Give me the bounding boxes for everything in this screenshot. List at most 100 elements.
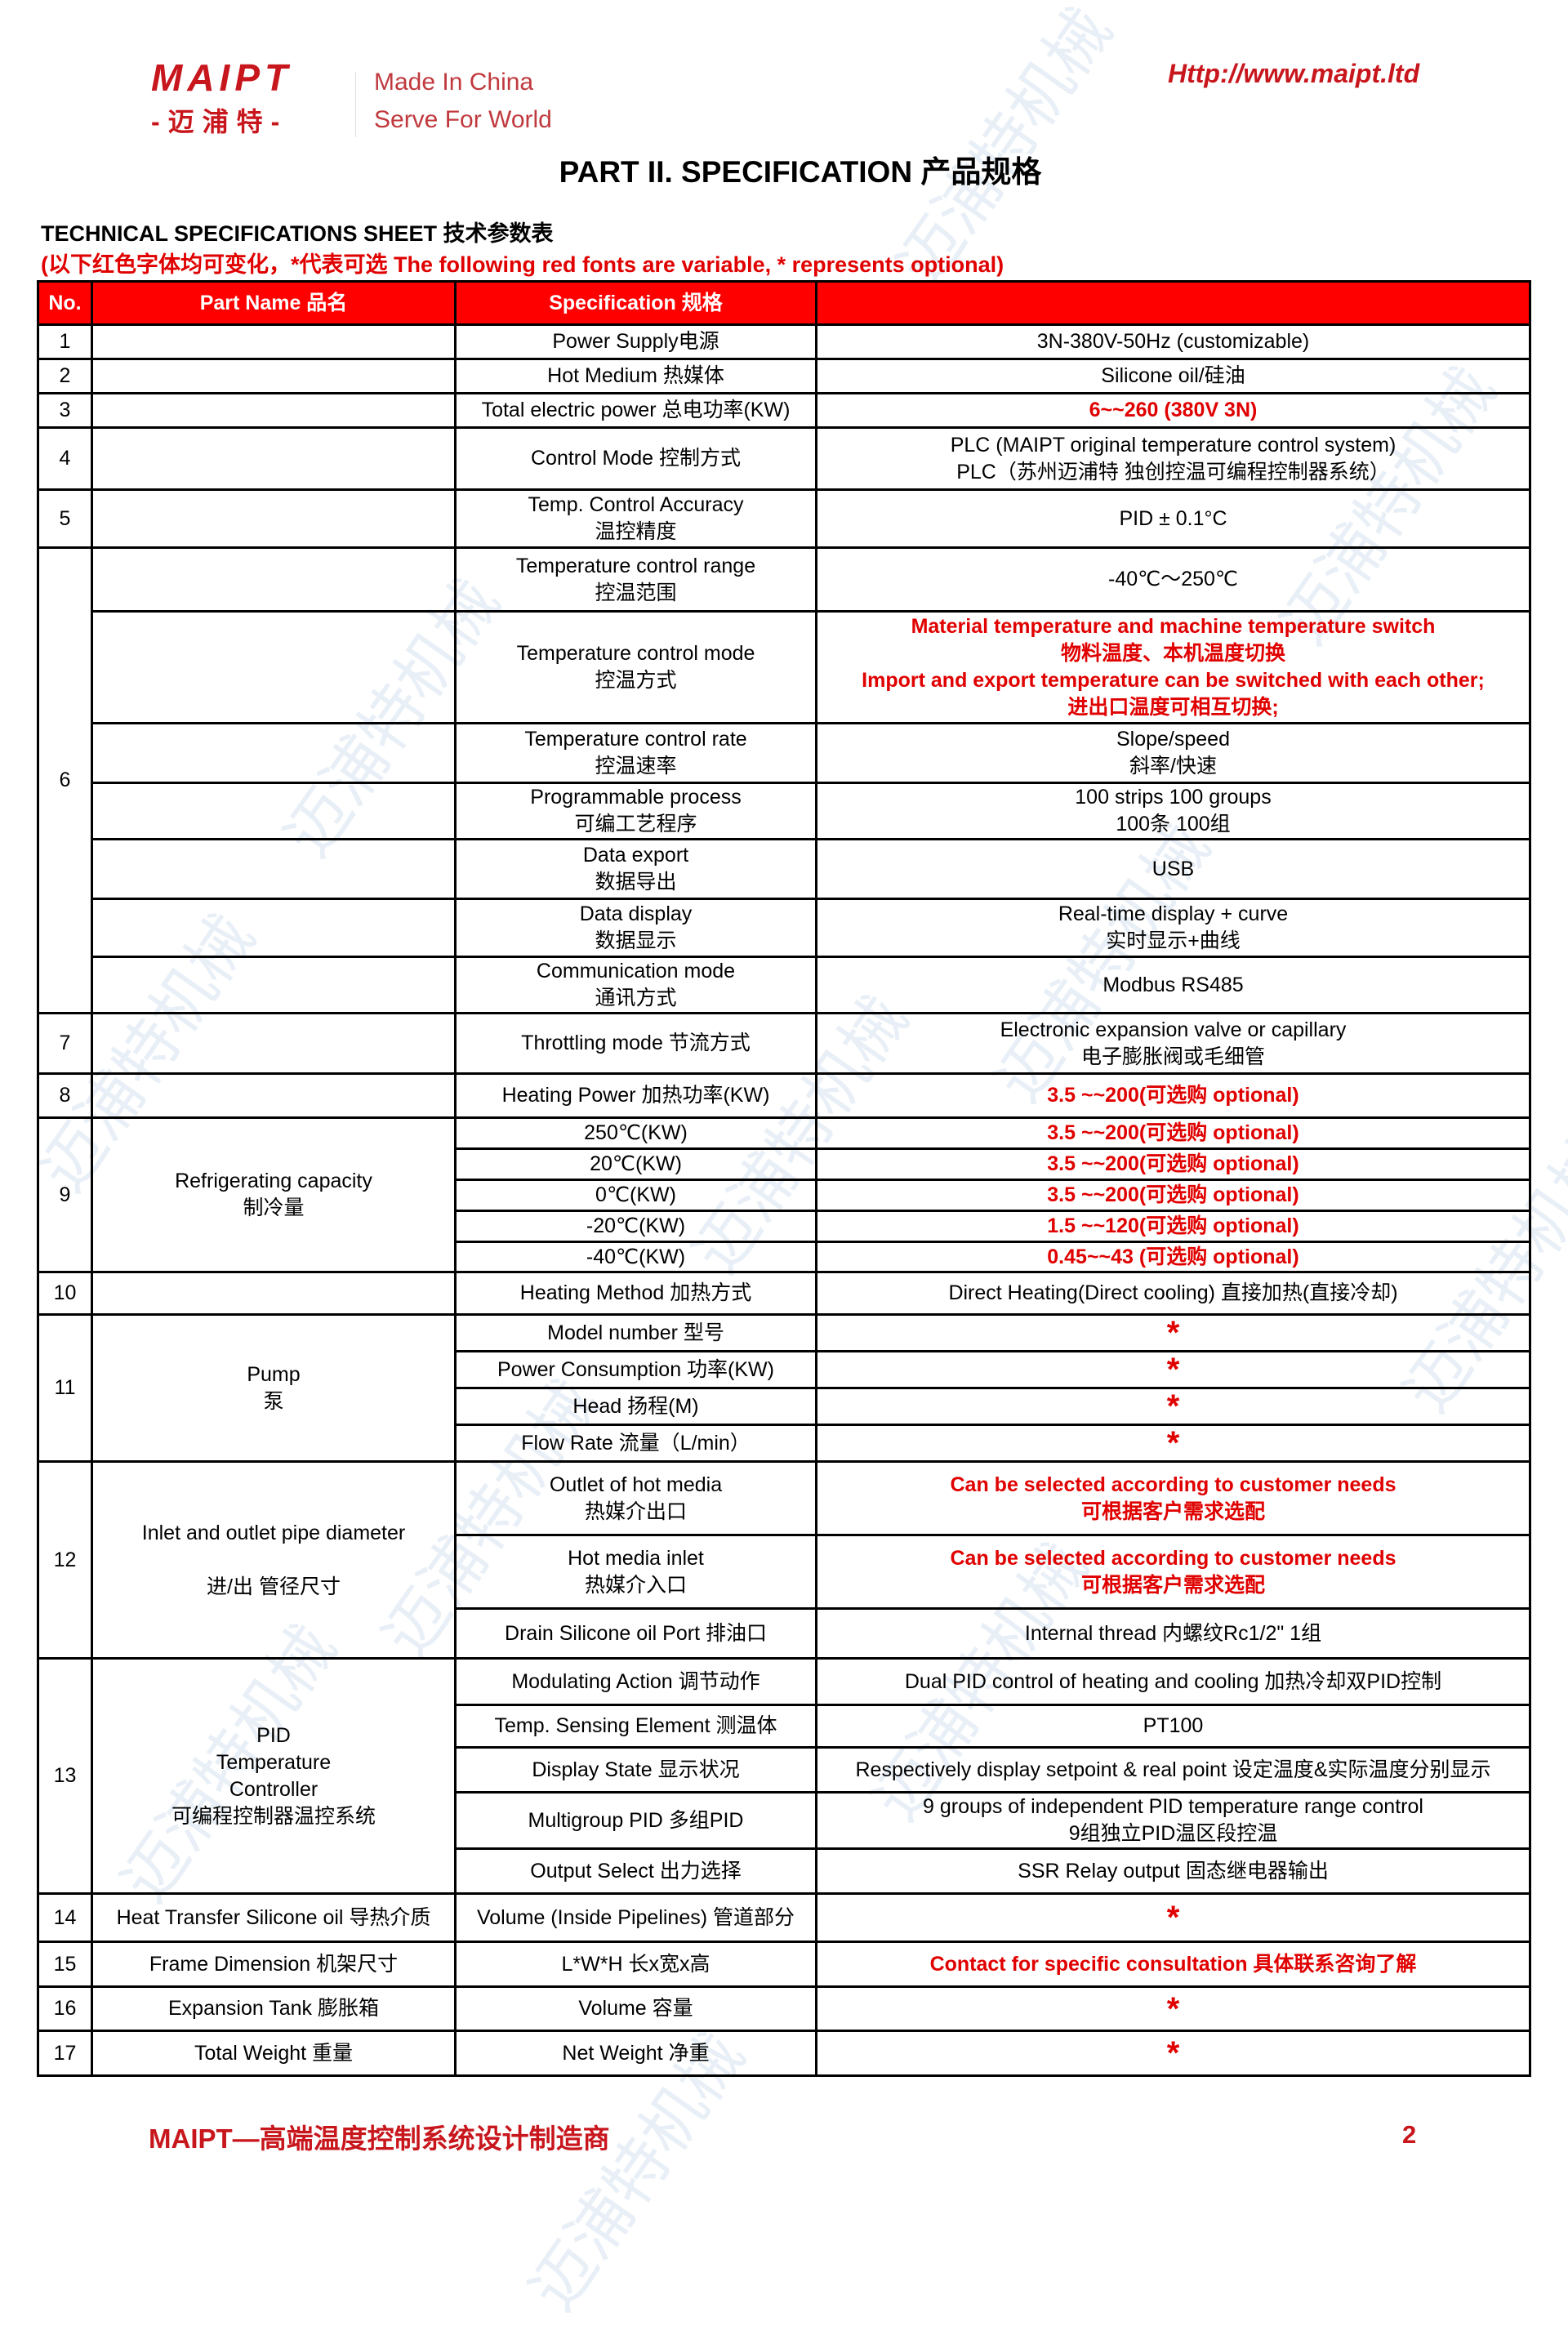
- part-name: Total Weight 重量: [91, 2030, 457, 2077]
- spec-value: Material temperature and machine tempera…: [815, 610, 1531, 724]
- spec-name: Programmable process 可编工艺程序: [454, 782, 817, 840]
- optional-marker: *: [815, 1387, 1531, 1426]
- spec-name: Model number 型号: [454, 1313, 817, 1352]
- optional-marker: *: [815, 2030, 1531, 2077]
- table-row: -20℃(KW) 1.5 ~~120(可选购 optional): [38, 1210, 1531, 1243]
- optional-marker: *: [815, 1313, 1531, 1352]
- spec-name: Display State 显示状况: [454, 1746, 817, 1794]
- website-link[interactable]: Http://www.maipt.ltd: [1168, 59, 1420, 88]
- row-number: 12: [37, 1460, 93, 1660]
- spec-value: USB: [815, 838, 1531, 900]
- spec-value: Contact for specific consultation 具体联系咨询…: [815, 1941, 1531, 1988]
- table-row: Temperature control mode 控温方式 Material te…: [38, 610, 1531, 724]
- spec-value: Can be selected according to customer ne…: [815, 1534, 1531, 1610]
- table-header-row: No. Part Name 品名 Specification 规格: [37, 280, 1531, 326]
- slogan-line-1: Made In China: [374, 69, 534, 96]
- table-row: Multigroup PID 多组PID 9 groups of independ…: [38, 1791, 1531, 1850]
- table-row: 12 Inlet and outlet pipe diameter 进/出 管径尺…: [37, 1460, 1531, 1660]
- spec-name: -40℃(KW): [454, 1241, 817, 1273]
- table-row: Hot media inlet 热媒介入口 Can be selected acc…: [38, 1534, 1531, 1610]
- spec-name: Control Mode 控制方式: [454, 426, 817, 491]
- spec-table: No. Part Name 品名 Specification 规格 1 Power…: [37, 280, 1531, 2077]
- page-title: PART II. SPECIFICATION 产品规格: [559, 155, 1042, 189]
- spec-name: 250℃(KW): [454, 1116, 817, 1150]
- spec-name: Data display 数据显示: [454, 898, 817, 958]
- part-name: [91, 392, 457, 429]
- spec-name: Heating Method 加热方式: [454, 1271, 817, 1316]
- row-number: 1: [37, 323, 93, 360]
- spec-name: Flow Rate 流量（L/min）: [454, 1424, 817, 1463]
- part-name: Refrigerating capacity 制冷量: [91, 1116, 457, 1273]
- table-row: Data display 数据显示 Real-time display + cur…: [38, 898, 1531, 958]
- spec-name: Heating Power 加热功率(KW): [454, 1072, 817, 1119]
- table-row: 14 Heat Transfer Silicone oil 导热介质 Volume …: [37, 1892, 1531, 1943]
- part-name: [91, 1072, 457, 1119]
- part-name: [91, 546, 457, 613]
- spec-name: Total electric power 总电功率(KW): [454, 392, 817, 429]
- spec-value: -40℃～250℃: [815, 546, 1531, 613]
- table-row: 8 Heating Power 加热功率(KW) 3.5 ~~200(可选购 opt…: [37, 1072, 1531, 1119]
- part-name: [91, 323, 457, 360]
- header-value: [815, 280, 1531, 326]
- spec-value: 3.5 ~~200(可选购 optional): [815, 1147, 1531, 1181]
- spec-value: 3.5 ~~200(可选购 optional): [815, 1072, 1531, 1119]
- table-row: 2 Hot Medium 热媒体 Silicone oil/硅油: [37, 358, 1531, 394]
- table-row: Communication mode 通讯方式 Modbus RS485: [38, 956, 1531, 1014]
- spec-value: 3.5 ~~200(可选购 optional): [815, 1116, 1531, 1150]
- slogan: Made In China Serve For World: [374, 64, 552, 139]
- row-number: 5: [37, 488, 93, 549]
- spec-value: Respectively display setpoint & real poi…: [815, 1746, 1531, 1794]
- spec-name: Modulating Action 调节动作: [454, 1657, 817, 1706]
- optional-marker: *: [815, 1424, 1531, 1463]
- optional-marker: *: [815, 1892, 1531, 1943]
- spec-value: PT100: [815, 1704, 1531, 1749]
- row-number: 17: [37, 2030, 93, 2077]
- table-row: Drain Silicone oil Port 排油口 Internal thre…: [38, 1607, 1531, 1660]
- spec-value: 0.45~~43 (可选购 optional): [815, 1241, 1531, 1273]
- row-number: 11: [37, 1313, 93, 1463]
- optional-marker: *: [815, 1985, 1531, 2032]
- part-name: PID Temperature Controller 可编程控制器温控系统: [91, 1657, 457, 1895]
- spec-value: Can be selected according to customer ne…: [815, 1460, 1531, 1536]
- spec-name: Output Select 出力选择: [454, 1847, 817, 1895]
- spec-name: Power Supply电源: [454, 323, 817, 360]
- table-row: 10 Heating Method 加热方式 Direct Heating(Dire…: [37, 1271, 1531, 1316]
- part-name: [91, 898, 457, 958]
- spec-value: 3N-380V-50Hz (customizable): [815, 323, 1531, 360]
- spec-value: Silicone oil/硅油: [815, 358, 1531, 394]
- table-row: 11 Pump 泵 Model number 型号 *: [37, 1313, 1531, 1463]
- table-row: Programmable process 可编工艺程序 100 strips 10…: [38, 782, 1531, 840]
- spec-value: Electronic expansion valve or capillary …: [815, 1012, 1531, 1075]
- row-number: 9: [37, 1116, 93, 1273]
- spec-name: Communication mode 通讯方式: [454, 956, 817, 1014]
- spec-value: 1.5 ~~120(可选购 optional): [815, 1210, 1531, 1243]
- table-row: Temperature control rate 控温速率 Slope/speed…: [38, 722, 1531, 784]
- table-row: Display State 显示状况 Respectively display s…: [38, 1746, 1531, 1794]
- part-name: [91, 358, 457, 394]
- header-no: No.: [37, 280, 93, 326]
- slogan-line-2: Serve For World: [374, 106, 552, 133]
- spec-name: Data export 数据导出: [454, 838, 817, 900]
- table-row: 0℃(KW) 3.5 ~~200(可选购 optional): [38, 1179, 1531, 1212]
- spec-name: Temp. Control Accuracy 温控精度: [454, 488, 817, 549]
- row-number: 6: [37, 546, 93, 1014]
- row-number: 15: [37, 1941, 93, 1988]
- table-row: 6 Temperature control range 控温范围 -40℃～250℃: [37, 546, 1531, 1014]
- row-number: 13: [37, 1657, 93, 1895]
- part-name: [91, 488, 457, 549]
- spec-value: Modbus RS485: [815, 956, 1531, 1014]
- brand-logo: MAIPT -迈浦特-: [151, 59, 331, 139]
- spec-name: Head 扬程(M): [454, 1387, 817, 1426]
- table-row: 4 Control Mode 控制方式 PLC (MAIPT original te…: [37, 426, 1531, 491]
- spec-value: Slope/speed 斜率/快速: [815, 722, 1531, 784]
- spec-value: 100 strips 100 groups 100条 100组: [815, 782, 1531, 840]
- row-number: 14: [37, 1892, 93, 1943]
- table-row: 3 Total electric power 总电功率(KW) 6~~260 (38…: [37, 392, 1531, 429]
- row-number: 10: [37, 1271, 93, 1316]
- spec-value: Real-time display + curve 实时显示+曲线: [815, 898, 1531, 958]
- table-row: Output Select 出力选择 SSR Relay output 固态继电器…: [38, 1847, 1531, 1895]
- part-name: [91, 838, 457, 900]
- part-name: [91, 956, 457, 1014]
- table-row: Data export 数据导出 USB: [38, 838, 1531, 900]
- part-name: Frame Dimension 机架尺寸: [91, 1941, 457, 1988]
